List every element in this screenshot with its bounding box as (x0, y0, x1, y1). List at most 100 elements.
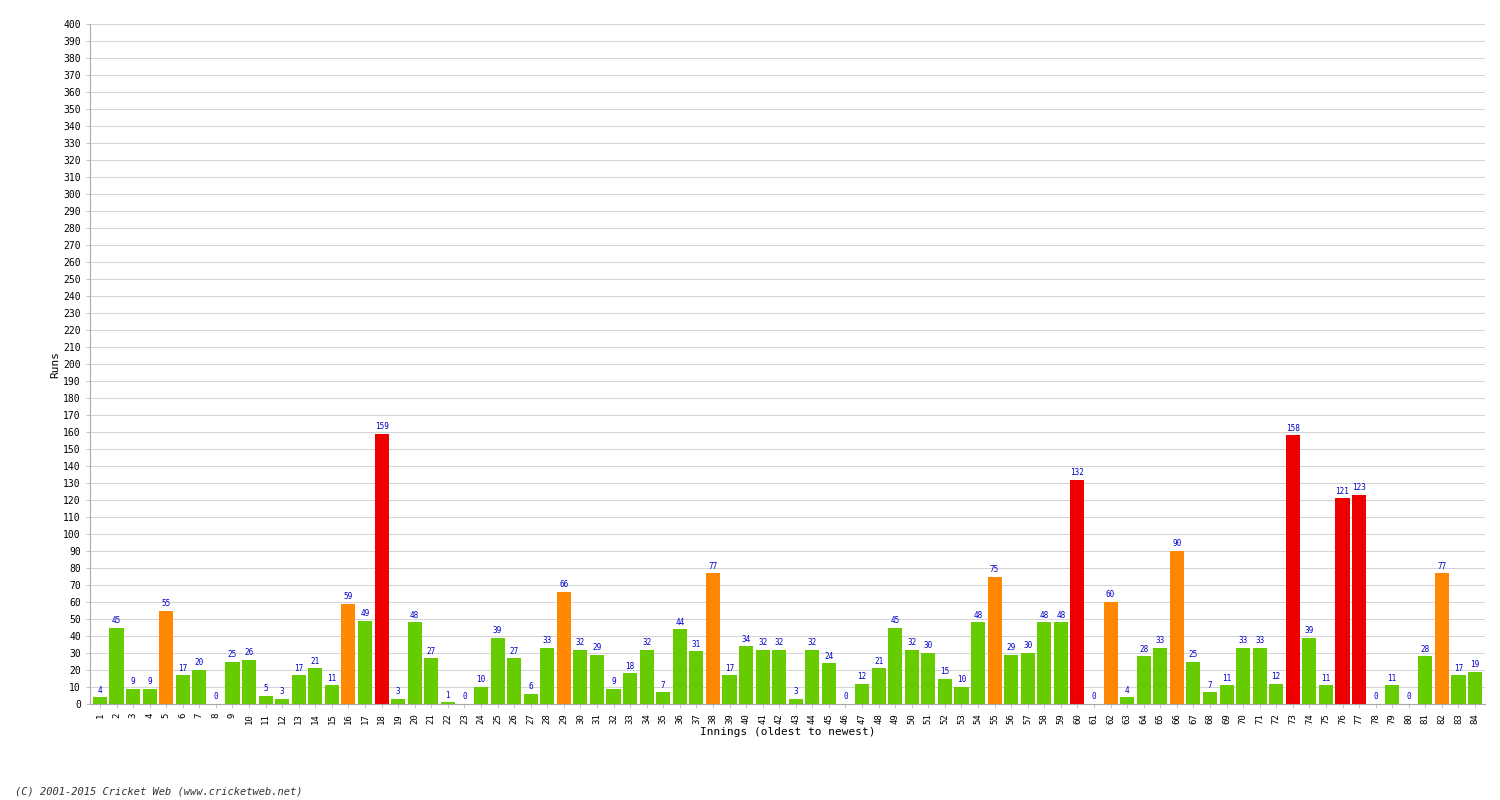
Text: 48: 48 (1056, 611, 1065, 620)
Text: 17: 17 (1454, 663, 1462, 673)
Text: 27: 27 (510, 646, 519, 655)
Text: 32: 32 (908, 638, 916, 647)
Bar (176, 675, 190, 704)
Bar (954, 687, 969, 704)
Bar (1419, 656, 1432, 704)
Bar (225, 662, 240, 704)
Bar (1269, 683, 1284, 704)
Text: 25: 25 (1190, 650, 1198, 659)
Bar (540, 648, 555, 704)
Text: 7: 7 (662, 681, 666, 690)
Text: 33: 33 (1155, 636, 1166, 646)
Text: 11: 11 (1388, 674, 1396, 682)
Text: 0: 0 (462, 693, 466, 702)
Bar (1154, 648, 1167, 704)
Text: 30: 30 (1023, 642, 1032, 650)
Bar (1020, 653, 1035, 704)
Text: 9: 9 (130, 677, 135, 686)
Bar (1120, 697, 1134, 704)
Text: 33: 33 (543, 636, 552, 646)
Text: 6: 6 (528, 682, 532, 691)
Bar (970, 622, 986, 704)
Text: 44: 44 (675, 618, 684, 626)
Bar (888, 627, 902, 704)
Text: 0: 0 (1374, 693, 1378, 702)
Bar (326, 686, 339, 704)
Bar (789, 699, 802, 704)
Text: 49: 49 (360, 609, 369, 618)
Text: 59: 59 (344, 592, 352, 601)
Bar (690, 651, 703, 704)
Text: 19: 19 (1470, 660, 1479, 669)
Bar (806, 650, 819, 704)
Bar (606, 689, 621, 704)
Text: 60: 60 (1106, 590, 1114, 599)
Text: 31: 31 (692, 640, 700, 649)
Text: 9: 9 (147, 677, 152, 686)
Bar (1137, 656, 1150, 704)
Text: 121: 121 (1335, 486, 1350, 496)
Text: 12: 12 (858, 672, 867, 681)
Text: 10: 10 (957, 675, 966, 685)
Text: 28: 28 (1420, 645, 1430, 654)
Text: 29: 29 (1007, 643, 1016, 652)
Bar (1335, 498, 1350, 704)
Bar (1452, 675, 1466, 704)
Text: 32: 32 (642, 638, 651, 647)
Bar (274, 699, 290, 704)
Text: 11: 11 (1222, 674, 1232, 682)
Bar (1004, 654, 1019, 704)
Bar (1468, 672, 1482, 704)
Bar (723, 675, 736, 704)
Text: (C) 2001-2015 Cricket Web (www.cricketweb.net): (C) 2001-2015 Cricket Web (www.cricketwe… (15, 786, 303, 796)
Text: 17: 17 (294, 663, 303, 673)
Text: 29: 29 (592, 643, 602, 652)
Text: 21: 21 (310, 657, 320, 666)
Bar (1286, 435, 1300, 704)
Text: 4: 4 (1125, 686, 1130, 694)
Bar (358, 621, 372, 704)
Bar (938, 678, 952, 704)
Bar (490, 638, 504, 704)
Text: 33: 33 (1239, 636, 1248, 646)
Text: 21: 21 (874, 657, 884, 666)
Text: 75: 75 (990, 565, 999, 574)
Bar (424, 658, 438, 704)
Bar (375, 434, 388, 704)
Bar (674, 629, 687, 704)
Bar (1252, 648, 1266, 704)
Text: 3: 3 (280, 687, 285, 696)
Text: 20: 20 (195, 658, 204, 667)
Bar (622, 674, 638, 704)
Text: 66: 66 (560, 580, 568, 590)
Text: 77: 77 (1437, 562, 1446, 570)
Bar (126, 689, 140, 704)
Text: 39: 39 (1305, 626, 1314, 635)
Bar (159, 610, 174, 704)
Bar (474, 687, 488, 704)
Text: 132: 132 (1071, 468, 1084, 477)
Text: 123: 123 (1352, 483, 1366, 492)
Text: 17: 17 (724, 663, 734, 673)
Text: 32: 32 (807, 638, 818, 647)
Text: 48: 48 (974, 611, 982, 620)
Bar (192, 670, 207, 704)
Text: 39: 39 (494, 626, 502, 635)
Bar (772, 650, 786, 704)
Bar (524, 694, 537, 704)
Bar (1318, 686, 1334, 704)
Bar (590, 654, 604, 704)
Bar (1236, 648, 1250, 704)
Bar (408, 622, 422, 704)
Bar (706, 573, 720, 704)
Text: 32: 32 (576, 638, 585, 647)
Bar (1054, 622, 1068, 704)
Text: 0: 0 (1407, 693, 1412, 702)
Text: 10: 10 (477, 675, 486, 685)
Text: 45: 45 (891, 616, 900, 625)
Text: 12: 12 (1272, 672, 1281, 681)
Bar (656, 692, 670, 704)
Y-axis label: Runs: Runs (51, 350, 60, 378)
Bar (1436, 573, 1449, 704)
Text: 32: 32 (758, 638, 768, 647)
